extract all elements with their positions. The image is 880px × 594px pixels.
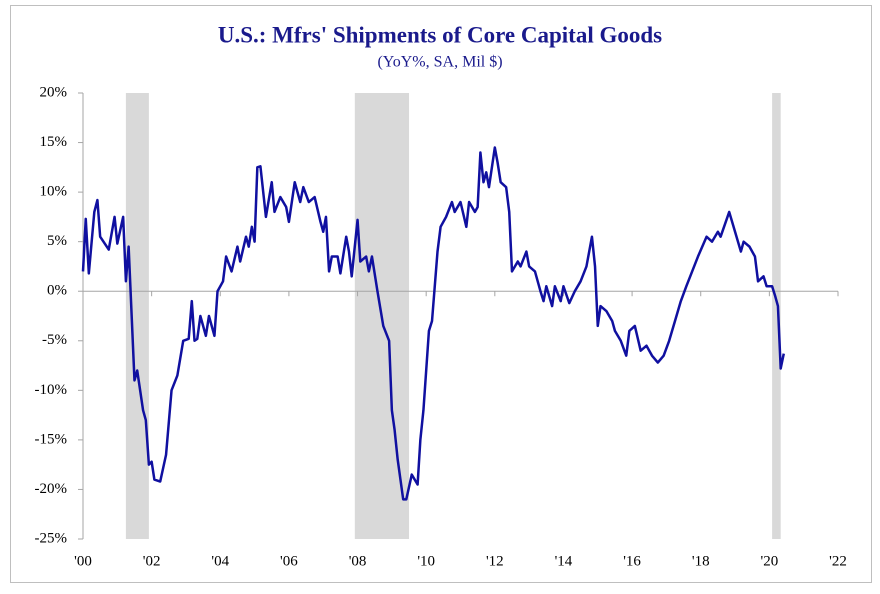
- x-tick-label: '04: [211, 553, 229, 569]
- y-tick-label: -10%: [35, 382, 68, 398]
- recession-band: [772, 93, 781, 539]
- x-tick-label: '22: [829, 553, 847, 569]
- x-tick-label: '20: [761, 553, 779, 569]
- y-tick-label: 5%: [47, 233, 67, 249]
- x-tick-label: '18: [692, 553, 710, 569]
- y-tick-label: 0%: [47, 283, 67, 299]
- x-tick-label: '16: [623, 553, 641, 569]
- y-tick-label: -15%: [35, 431, 68, 447]
- x-tick-label: '08: [349, 553, 367, 569]
- y-tick-label: -25%: [35, 530, 68, 546]
- chart-frame: [10, 5, 872, 583]
- recession-band: [125, 93, 149, 539]
- y-tick-label: 10%: [40, 184, 68, 200]
- x-tick-label: '00: [74, 553, 92, 569]
- chart-subtitle: (YoY%, SA, Mil $): [377, 54, 502, 71]
- x-tick-label: '10: [417, 553, 435, 569]
- x-tick-label: '06: [280, 553, 298, 569]
- data-line: [81, 146, 786, 501]
- y-tick-label: 20%: [40, 84, 68, 100]
- chart-title: U.S.: Mfrs' Shipments of Core Capital Go…: [218, 22, 662, 47]
- y-tick-label: -20%: [35, 481, 68, 497]
- y-tick-label: 15%: [40, 134, 68, 150]
- x-tick-label: '12: [486, 553, 504, 569]
- y-tick-label: -5%: [42, 332, 67, 348]
- x-tick-label: '02: [143, 553, 161, 569]
- x-tick-label: '14: [555, 553, 573, 569]
